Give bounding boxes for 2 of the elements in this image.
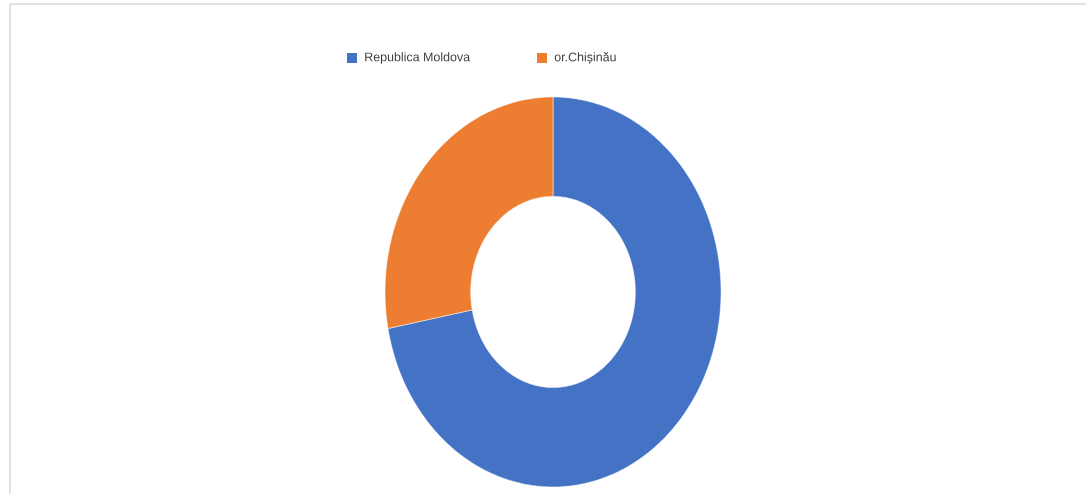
legend-label: or.Chișinău <box>554 52 616 64</box>
legend-label: Republica Moldova <box>365 52 471 64</box>
